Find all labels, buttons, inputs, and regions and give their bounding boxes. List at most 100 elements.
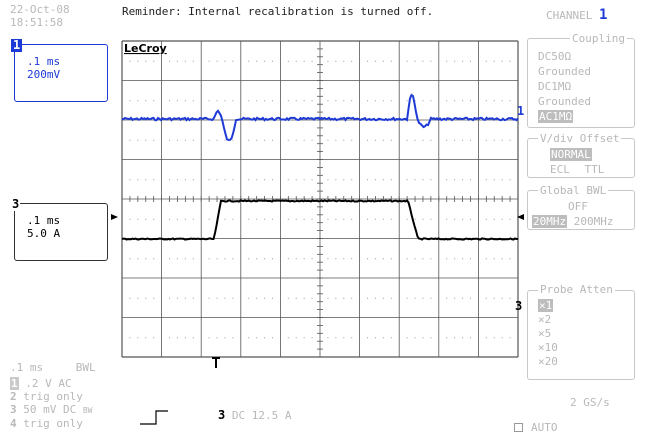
grid-dot bbox=[176, 60, 178, 62]
grid-dot bbox=[271, 218, 273, 220]
grid-dot bbox=[176, 100, 178, 102]
grid-dot bbox=[169, 100, 171, 102]
channel3-level-marker[interactable]: 3 bbox=[515, 299, 523, 313]
coupling-option-dc1m[interactable]: DC1MΩ bbox=[538, 80, 572, 93]
grid-dot bbox=[430, 337, 432, 339]
coupling-option-dc50[interactable]: DC50Ω bbox=[538, 50, 572, 63]
trigger-mode-checkbox[interactable] bbox=[514, 423, 523, 432]
probe-option-x2[interactable]: ×2 bbox=[538, 313, 552, 326]
vdiv-offset-menu[interactable]: V/div Offset NORMAL ECL TTL bbox=[527, 131, 635, 178]
grid-dot bbox=[327, 139, 329, 141]
grid-dot bbox=[351, 100, 353, 102]
grid-dot bbox=[303, 337, 305, 339]
grid-dot bbox=[153, 100, 155, 102]
center-axis-ticks bbox=[121, 40, 511, 350]
channel3-descriptor-box[interactable]: 3 .1 ms 5.0 A bbox=[11, 198, 108, 261]
grid-dot bbox=[232, 100, 234, 102]
grid-dot bbox=[406, 60, 408, 62]
grid-dot bbox=[327, 100, 329, 102]
vdiv-option-ttl[interactable]: TTL bbox=[584, 163, 605, 176]
grid-dot bbox=[493, 100, 495, 102]
grid-dot bbox=[351, 179, 353, 181]
grid-dot bbox=[303, 139, 305, 141]
vdiv-option-normal[interactable]: NORMAL bbox=[550, 148, 592, 161]
coupling-menu[interactable]: Coupling DC50Ω Grounded DC1MΩ Grounded A… bbox=[527, 31, 635, 128]
grid-dot bbox=[256, 179, 258, 181]
coupling-option-grounded-1[interactable]: Grounded bbox=[538, 65, 591, 78]
grid-dot bbox=[184, 337, 186, 339]
grid-dot bbox=[509, 297, 511, 299]
grid-dot bbox=[184, 179, 186, 181]
grid-dot bbox=[469, 258, 471, 260]
grid-dot bbox=[335, 100, 337, 102]
bwl-option-200mhz[interactable]: 200MHz bbox=[573, 215, 614, 228]
right-trigger-level-arrow[interactable] bbox=[517, 214, 524, 220]
grid-dot bbox=[501, 218, 503, 220]
trigger-mode-text: AUTO bbox=[531, 421, 558, 434]
grid-dot bbox=[485, 337, 487, 339]
probe-option-x20[interactable]: ×20 bbox=[538, 355, 558, 368]
grid-dot bbox=[311, 179, 313, 181]
channel1-descriptor-box[interactable]: 1 .1 ms 200mV bbox=[11, 39, 108, 102]
grid-dot bbox=[145, 258, 147, 260]
global-bwl-menu[interactable]: Global BWL OFF 20MHz 200MHz bbox=[527, 183, 635, 230]
probe-atten-title: Probe Atten bbox=[538, 283, 615, 297]
channel3-status: 3 50 mV DC BW bbox=[10, 403, 96, 417]
trigger-mode: AUTO bbox=[514, 421, 558, 434]
grid-dot bbox=[208, 100, 210, 102]
grid-dot bbox=[446, 337, 448, 339]
grid-dot bbox=[469, 337, 471, 339]
grid-dot bbox=[406, 337, 408, 339]
grid-dot bbox=[287, 258, 289, 260]
grid-dot bbox=[454, 297, 456, 299]
grid-dot bbox=[311, 100, 313, 102]
grid-dot bbox=[295, 60, 297, 62]
channel4-status-num: 4 bbox=[10, 417, 17, 430]
grid-dot bbox=[232, 218, 234, 220]
grid-dot bbox=[454, 60, 456, 62]
grid-dot bbox=[469, 100, 471, 102]
date-time: 22-Oct-08 18:51:58 bbox=[10, 3, 70, 29]
channel1-level-marker[interactable]: 1 bbox=[517, 104, 524, 118]
grid-dot bbox=[248, 218, 250, 220]
probe-option-x10[interactable]: ×10 bbox=[538, 341, 558, 354]
grid-dot bbox=[374, 179, 376, 181]
bwl-option-off[interactable]: OFF bbox=[568, 200, 588, 213]
grid-dot bbox=[208, 60, 210, 62]
grid-dot bbox=[430, 297, 432, 299]
grid-dot bbox=[145, 218, 147, 220]
grid-dot bbox=[327, 60, 329, 62]
grid-dot bbox=[406, 179, 408, 181]
probe-option-x1[interactable]: ×1 bbox=[538, 299, 554, 312]
grid-dot bbox=[493, 179, 495, 181]
probe-atten-menu[interactable]: Probe Atten ×1 ×2 ×5 ×10 ×20 bbox=[527, 283, 635, 380]
vdiv-offset-title: V/div Offset bbox=[538, 131, 622, 146]
grid-dot bbox=[485, 258, 487, 260]
grid-dot bbox=[414, 139, 416, 141]
grid-dot bbox=[446, 179, 448, 181]
left-trigger-level-arrow[interactable] bbox=[111, 214, 118, 220]
channel2-status-text: trig only bbox=[23, 390, 83, 403]
coupling-option-ac1m[interactable]: AC1MΩ bbox=[538, 110, 574, 123]
grid-dot bbox=[422, 100, 424, 102]
grid-dot bbox=[469, 60, 471, 62]
grid-dot bbox=[224, 179, 226, 181]
channel3-bw-limit: BW bbox=[82, 406, 93, 415]
coupling-option-grounded-2[interactable]: Grounded bbox=[538, 95, 591, 108]
trigger-position-marker[interactable] bbox=[212, 357, 220, 368]
grid-dot bbox=[153, 139, 155, 141]
grid-dot bbox=[374, 218, 376, 220]
vdiv-option-ecl[interactable]: ECL bbox=[550, 163, 570, 176]
grid-dot bbox=[454, 100, 456, 102]
grid-dot bbox=[137, 100, 139, 102]
grid-dot bbox=[287, 179, 289, 181]
grid-dot bbox=[462, 60, 464, 62]
grid-dot bbox=[367, 139, 369, 141]
grid-dot bbox=[145, 139, 147, 141]
probe-option-x5[interactable]: ×5 bbox=[538, 327, 552, 340]
grid-dot bbox=[129, 337, 131, 339]
bwl-option-20mhz[interactable]: 20MHz bbox=[532, 215, 568, 228]
grid-dot bbox=[176, 258, 178, 260]
grid-dot bbox=[295, 337, 297, 339]
